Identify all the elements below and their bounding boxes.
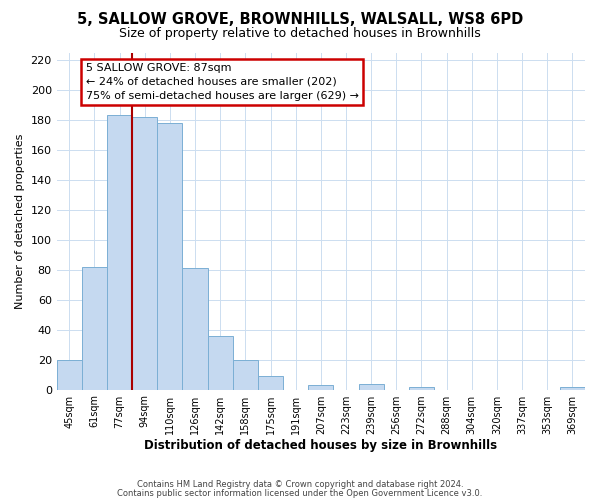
Bar	[409, 386, 434, 390]
Bar	[560, 386, 585, 390]
Bar	[132, 117, 157, 390]
Text: 5 SALLOW GROVE: 87sqm
← 24% of detached houses are smaller (202)
75% of semi-det: 5 SALLOW GROVE: 87sqm ← 24% of detached …	[86, 63, 359, 101]
Y-axis label: Number of detached properties: Number of detached properties	[15, 134, 25, 308]
Bar	[107, 116, 132, 390]
Bar	[359, 384, 384, 390]
Bar	[182, 268, 208, 390]
X-axis label: Distribution of detached houses by size in Brownhills: Distribution of detached houses by size …	[144, 440, 497, 452]
Text: Size of property relative to detached houses in Brownhills: Size of property relative to detached ho…	[119, 28, 481, 40]
Bar	[308, 385, 334, 390]
Bar	[82, 266, 107, 390]
Text: Contains HM Land Registry data © Crown copyright and database right 2024.: Contains HM Land Registry data © Crown c…	[137, 480, 463, 489]
Text: 5, SALLOW GROVE, BROWNHILLS, WALSALL, WS8 6PD: 5, SALLOW GROVE, BROWNHILLS, WALSALL, WS…	[77, 12, 523, 28]
Bar	[56, 360, 82, 390]
Bar	[258, 376, 283, 390]
Bar	[233, 360, 258, 390]
Bar	[157, 123, 182, 390]
Text: Contains public sector information licensed under the Open Government Licence v3: Contains public sector information licen…	[118, 488, 482, 498]
Bar	[208, 336, 233, 390]
